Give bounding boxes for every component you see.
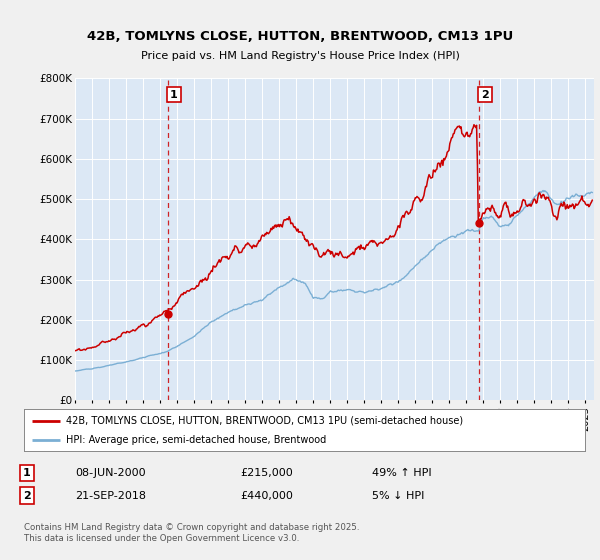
Text: 49% ↑ HPI: 49% ↑ HPI bbox=[372, 468, 431, 478]
Text: 2: 2 bbox=[23, 491, 31, 501]
Text: 42B, TOMLYNS CLOSE, HUTTON, BRENTWOOD, CM13 1PU (semi-detached house): 42B, TOMLYNS CLOSE, HUTTON, BRENTWOOD, C… bbox=[66, 416, 463, 426]
Text: 08-JUN-2000: 08-JUN-2000 bbox=[75, 468, 146, 478]
Text: £215,000: £215,000 bbox=[240, 468, 293, 478]
Text: Contains HM Land Registry data © Crown copyright and database right 2025.
This d: Contains HM Land Registry data © Crown c… bbox=[24, 524, 359, 543]
Text: 42B, TOMLYNS CLOSE, HUTTON, BRENTWOOD, CM13 1PU: 42B, TOMLYNS CLOSE, HUTTON, BRENTWOOD, C… bbox=[87, 30, 513, 43]
Text: HPI: Average price, semi-detached house, Brentwood: HPI: Average price, semi-detached house,… bbox=[66, 435, 326, 445]
Text: 1: 1 bbox=[170, 90, 178, 100]
Text: 1: 1 bbox=[23, 468, 31, 478]
Text: Price paid vs. HM Land Registry's House Price Index (HPI): Price paid vs. HM Land Registry's House … bbox=[140, 51, 460, 61]
Text: 21-SEP-2018: 21-SEP-2018 bbox=[75, 491, 146, 501]
Text: 5% ↓ HPI: 5% ↓ HPI bbox=[372, 491, 424, 501]
Text: 2: 2 bbox=[481, 90, 489, 100]
Text: £440,000: £440,000 bbox=[240, 491, 293, 501]
